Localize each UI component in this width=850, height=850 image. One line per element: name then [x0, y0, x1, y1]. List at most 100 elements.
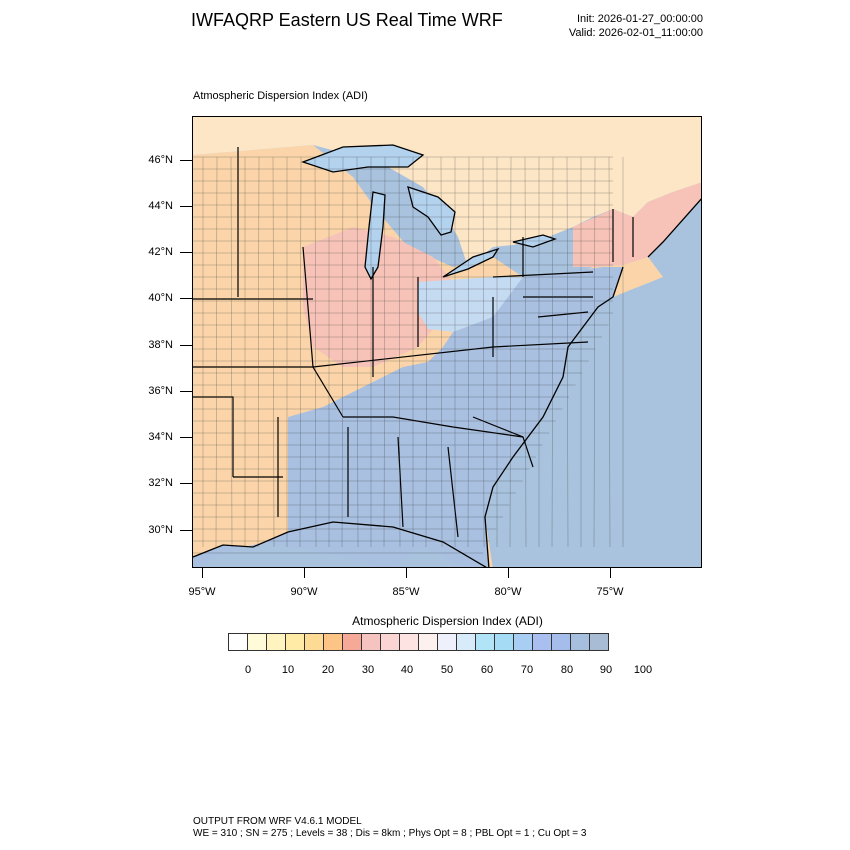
- county-grid: [193, 156, 624, 554]
- legend-label-20: 20: [321, 664, 335, 676]
- legend-swatch: [418, 633, 438, 651]
- lake-huron: [408, 187, 455, 235]
- new-england: [573, 182, 701, 267]
- lat-label-46: 46°N: [148, 154, 173, 166]
- legend-swatch: [570, 633, 590, 651]
- legend-swatch: [456, 633, 476, 651]
- county-line: [299, 156, 302, 548]
- lat-tick: [180, 298, 192, 299]
- county-line: [593, 156, 596, 548]
- legend-swatch: [228, 633, 248, 651]
- county-line: [215, 156, 218, 548]
- county-line: [257, 156, 260, 548]
- map-canvas: [193, 117, 701, 567]
- county-line: [314, 156, 317, 548]
- lat-label-34: 34°N: [148, 431, 173, 443]
- lon-label-75: 75°W: [596, 586, 624, 598]
- legend-swatch: [266, 633, 286, 651]
- gulf-water: [197, 543, 376, 567]
- legend-swatch: [342, 633, 362, 651]
- county-line: [230, 156, 233, 548]
- county-line: [524, 156, 527, 548]
- legend-swatch: [513, 633, 533, 651]
- legend-swatch: [247, 633, 267, 651]
- southeast-blue: [288, 267, 623, 567]
- midwest-pink: [303, 227, 453, 367]
- county-line: [425, 156, 428, 548]
- legend-label-90: 90: [599, 664, 613, 676]
- lake-michigan: [365, 192, 385, 279]
- lat-tick: [180, 391, 192, 392]
- legend-swatch: [532, 633, 552, 651]
- valid-time: Valid: 2026-02-01_11:00:00: [568, 27, 703, 39]
- legend-label-50: 50: [440, 664, 454, 676]
- florida-gulf: [395, 547, 459, 567]
- main-title: IWFAQRP Eastern US Real Time WRF: [191, 10, 503, 30]
- init-time: Init: 2026-01-27_00:00:00: [577, 13, 703, 25]
- legend-colorbar: [228, 633, 609, 651]
- lat-tick: [180, 252, 192, 253]
- lon-tick: [610, 568, 611, 578]
- lon-label-85: 85°W: [392, 586, 420, 598]
- legend-swatch: [285, 633, 305, 651]
- legend-title: Atmospheric Dispersion Index (ADI): [352, 614, 543, 628]
- footer-config: WE = 310 ; SN = 275 ; Levels = 38 ; Dis …: [193, 828, 587, 839]
- map-frame: [192, 116, 702, 568]
- lat-label-44: 44°N: [148, 200, 173, 212]
- lon-tick: [508, 568, 509, 578]
- legend-label-30: 30: [361, 664, 375, 676]
- lat-label-42: 42°N: [148, 246, 173, 258]
- legend-swatch: [323, 633, 343, 651]
- county-line: [341, 156, 344, 548]
- footer-model: OUTPUT FROM WRF V4.6.1 MODEL: [193, 816, 362, 827]
- legend-label-70: 70: [520, 664, 534, 676]
- lon-label-95: 95°W: [188, 586, 216, 598]
- legend-label-100: 100: [633, 664, 653, 676]
- legend-swatch: [399, 633, 419, 651]
- legend-swatch: [475, 633, 495, 651]
- lat-label-40: 40°N: [148, 292, 173, 304]
- county-line: [551, 156, 554, 548]
- lat-label-32: 32°N: [148, 477, 173, 489]
- legend-swatch: [589, 633, 609, 651]
- lon-tick: [406, 568, 407, 578]
- county-line: [608, 156, 611, 548]
- canada-land: [193, 117, 701, 267]
- legend-label-80: 80: [560, 664, 574, 676]
- lon-tick: [304, 568, 305, 578]
- lat-label-30: 30°N: [148, 524, 173, 536]
- legend-label-60: 60: [480, 664, 494, 676]
- county-line: [398, 156, 401, 548]
- lon-tick: [202, 568, 203, 578]
- lat-label-38: 38°N: [148, 339, 173, 351]
- legend-label-0: 0: [244, 664, 252, 676]
- legend-swatch: [494, 633, 514, 651]
- lat-tick: [180, 206, 192, 207]
- county-line: [383, 156, 386, 548]
- county-line: [272, 156, 275, 548]
- county-line: [440, 156, 443, 548]
- plot-label: Atmospheric Dispersion Index (ADI): [193, 90, 368, 102]
- lat-tick: [180, 437, 192, 438]
- lat-tick: [180, 160, 192, 161]
- lat-tick: [180, 483, 192, 484]
- legend-label-10: 10: [281, 664, 295, 676]
- legend-swatch: [437, 633, 457, 651]
- legend-swatch: [361, 633, 381, 651]
- county-line: [482, 156, 485, 548]
- lat-tick: [180, 345, 192, 346]
- county-line: [467, 156, 470, 548]
- county-line: [509, 156, 512, 548]
- ohio-light-blue: [418, 277, 523, 332]
- lon-label-80: 80°W: [494, 586, 522, 598]
- lake-superior: [303, 145, 423, 172]
- legend-label-40: 40: [400, 664, 414, 676]
- county-line: [356, 156, 359, 548]
- legend-swatch: [304, 633, 324, 651]
- coastlines: [193, 144, 701, 567]
- lon-label-90: 90°W: [290, 586, 318, 598]
- lat-tick: [180, 530, 192, 531]
- legend-swatch: [380, 633, 400, 651]
- lat-label-36: 36°N: [148, 385, 173, 397]
- legend-swatch: [551, 633, 571, 651]
